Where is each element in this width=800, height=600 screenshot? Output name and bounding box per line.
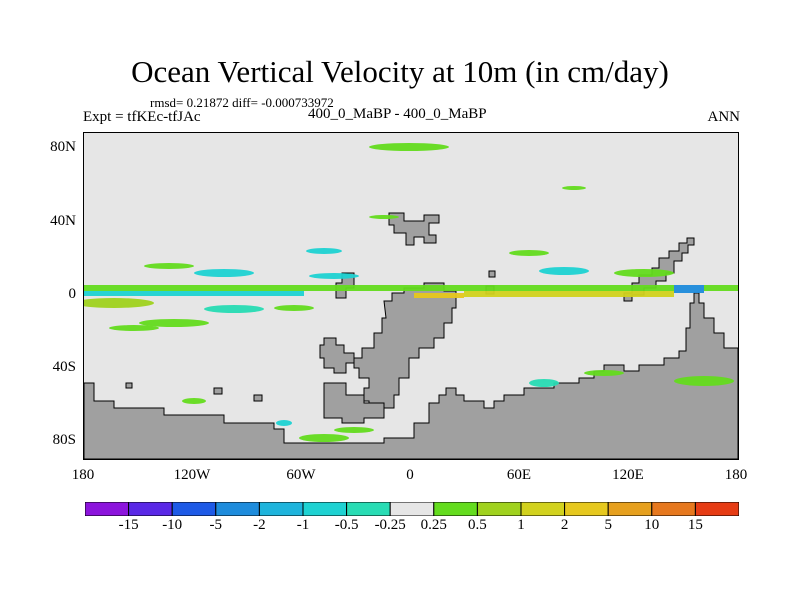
colorbar-label: -10: [162, 517, 183, 533]
lat-label-80n: 80N: [50, 139, 76, 155]
colorbar-swatch: [433, 502, 478, 516]
colorbar-swatch: [389, 502, 435, 516]
land-layer: [84, 212, 738, 459]
period-label: 400_0_MaBP - 400_0_MaBP: [308, 106, 487, 122]
map-panel: [83, 132, 739, 460]
colorbar-label: -0.5: [334, 517, 359, 533]
island-1: [213, 387, 223, 395]
velocity-patches: [84, 143, 738, 442]
map-canvas: [84, 143, 738, 459]
colorbar-label: 2: [560, 517, 569, 533]
south-america-land: [319, 337, 355, 374]
eq-band-orange: [414, 293, 464, 298]
colorbar-label: -5: [209, 517, 223, 533]
colorbar-swatch: [171, 502, 217, 516]
experiment-label: Expt = tfKEc-tfJAc: [83, 109, 201, 125]
lon-label-180w: 180: [71, 467, 95, 483]
colorbar-swatch: [476, 502, 522, 516]
lon-label-60w: 60W: [286, 467, 316, 483]
island-2: [253, 394, 263, 402]
lon-label-120w: 120W: [173, 467, 211, 483]
eq-band-blue: [674, 285, 704, 293]
colorbar-swatch: [651, 502, 696, 516]
lat-label-40n: 40N: [50, 213, 76, 229]
colorbar-label: 1: [517, 517, 525, 533]
africa-land: [388, 212, 440, 246]
west-land: [323, 382, 385, 424]
colorbar-swatch: [85, 502, 130, 516]
island-4: [488, 270, 496, 278]
colorbar: [85, 502, 739, 516]
colorbar-label: 5: [604, 517, 612, 533]
chart-title: Ocean Vertical Velocity at 10m (in cm/da…: [131, 54, 669, 89]
lon-label-120e: 120E: [612, 467, 644, 483]
season-label: ANN: [707, 109, 741, 125]
colorbar-label: -2: [253, 517, 266, 533]
lat-label-40s: 40S: [52, 359, 76, 375]
colorbar-label: -0.25: [374, 517, 406, 533]
colorbar-swatch: [215, 502, 260, 516]
colorbar-swatch: [607, 502, 653, 516]
colorbar-label: -1: [296, 517, 310, 533]
colorbar-swatch: [258, 502, 304, 516]
eq-band-cyan-west: [84, 291, 304, 296]
eq-band-yellow-east: [464, 291, 674, 297]
colorbar-swatch: [564, 502, 609, 516]
lon-label-180e: 180: [724, 467, 748, 483]
colorbar-label: -15: [118, 517, 139, 533]
island-3: [125, 382, 133, 389]
stats-label: rmsd= 0.21872 diff= -0.000733972: [150, 95, 334, 110]
colorbar-label: 0.25: [420, 517, 447, 533]
colorbar-swatch: [520, 502, 566, 516]
colorbar-swatch: [128, 502, 173, 516]
lon-label-60e: 60E: [506, 467, 532, 483]
eq-band-green: [84, 285, 738, 291]
colorbar-label: 15: [687, 517, 703, 533]
lat-label-80s: 80S: [52, 432, 76, 448]
lat-label-0: 0: [68, 286, 77, 302]
colorbar-swatch: [302, 502, 348, 516]
patch-south-west: [84, 298, 154, 308]
lon-label-0: 0: [406, 467, 414, 483]
colorbar-swatch: [694, 502, 739, 516]
colorbar-label: 0.5: [468, 517, 487, 533]
colorbar-label: 10: [644, 517, 660, 533]
patch-north: [369, 143, 449, 151]
colorbar-swatch: [346, 502, 391, 516]
